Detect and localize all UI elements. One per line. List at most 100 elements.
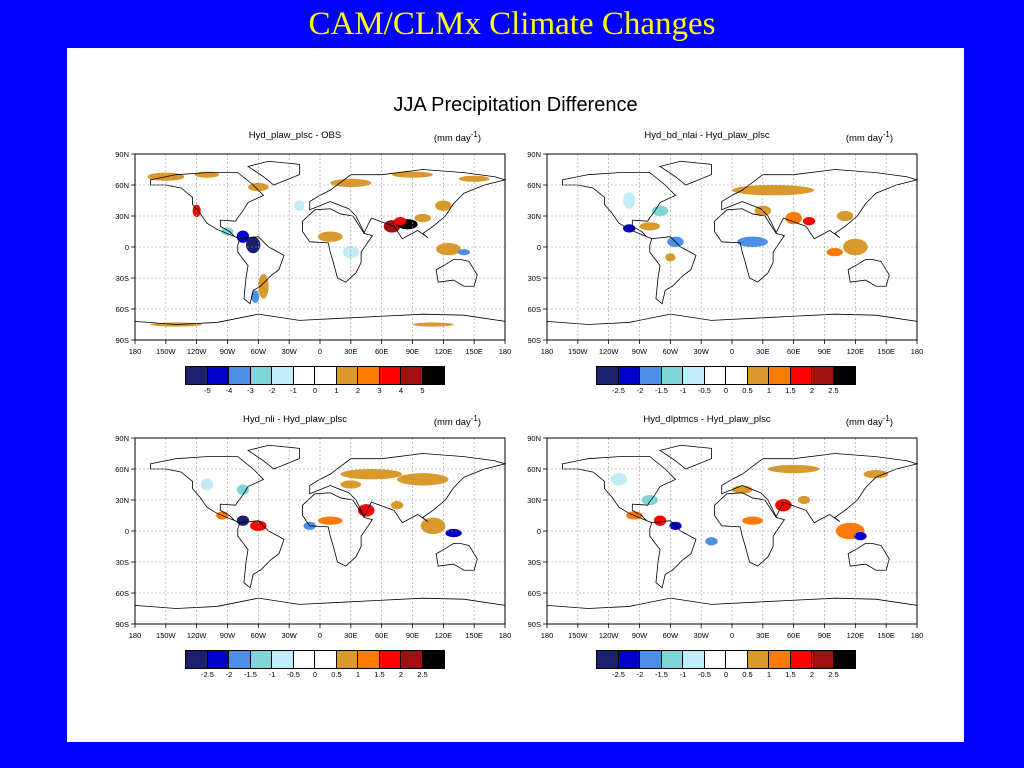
figure-title: JJA Precipitation Difference [393, 94, 638, 116]
colorbar-swatch [726, 651, 748, 668]
lon-label: 60E [787, 347, 800, 356]
lat-label: 90S [116, 620, 129, 629]
anomaly-region [340, 480, 362, 489]
coastline [435, 543, 478, 571]
colorbar-swatch [422, 367, 444, 384]
colorbar-swatch [790, 651, 812, 668]
colorbar-swatch [229, 367, 251, 384]
anomaly-region [665, 253, 676, 262]
colorbar-swatch [833, 367, 855, 384]
coastline [562, 456, 677, 524]
coastline [721, 453, 919, 524]
lon-label: 150E [465, 347, 483, 356]
colorbar-label: -2 [636, 386, 644, 395]
lon-label: 180 [911, 347, 924, 356]
colorbar-swatch [833, 651, 855, 668]
anomaly-region [435, 200, 452, 211]
colorbar-swatch [683, 651, 705, 668]
colorbar-label: 0 [723, 386, 729, 395]
lon-label: 180 [499, 347, 512, 356]
anomaly-region [767, 464, 820, 474]
anomaly-region [342, 245, 360, 259]
colorbar-label: 1 [766, 386, 772, 395]
colorbar-label: -1.5 [244, 670, 257, 679]
colorbar-swatch [401, 367, 423, 384]
lon-label: 90E [818, 347, 831, 356]
colorbar-swatch [358, 651, 380, 668]
anomaly-region [414, 213, 431, 223]
colorbar-swatch [207, 651, 229, 668]
lon-label: 0 [730, 631, 734, 640]
map-panel-2: Hyd_bd_nlai - Hyd_plaw_plsc (mm day-1) 9… [517, 130, 937, 384]
lat-label: 30S [116, 558, 129, 567]
colorbar-label: -4 [225, 386, 233, 395]
colorbar-swatch [293, 367, 315, 384]
anomaly-region [610, 473, 628, 486]
colorbar-swatch [812, 367, 834, 384]
colorbar-label: -0.5 [698, 386, 711, 395]
map-panel-4: Hyd_dlptmcs - Hyd_plaw_plsc (mm day-1) 9… [517, 414, 937, 668]
lon-label: 180 [541, 347, 554, 356]
anomaly-region [412, 322, 454, 327]
colorbar-swatch [272, 651, 294, 668]
anomaly-region [863, 470, 889, 479]
lon-label: 180 [129, 347, 142, 356]
colorbar-swatch [186, 367, 208, 384]
colorbar-label: -2 [268, 386, 276, 395]
colorbar-label: 0.5 [742, 386, 753, 395]
lon-label: 0 [730, 347, 734, 356]
lon-label: 90W [632, 347, 648, 356]
lon-label: 150W [568, 631, 589, 640]
colorbar-swatch [315, 651, 337, 668]
anomaly-region [854, 532, 867, 541]
lat-label: 60S [116, 589, 129, 598]
colorbar-label: 5 [420, 386, 425, 395]
colorbar-4: -2.5 -2 -1.5 -1 -0.5 0 0.5 1 1.5 2 2.5 [596, 650, 886, 680]
lat-label: 30N [527, 212, 541, 221]
lon-label: 60W [663, 631, 679, 640]
colorbar-swatch [315, 367, 337, 384]
colorbar-swatch [336, 651, 358, 668]
lon-label: 120E [435, 631, 453, 640]
colorbar-label: -3 [247, 386, 254, 395]
coastline [562, 172, 677, 240]
lat-label: 30S [528, 558, 541, 567]
colorbar-label: 1.5 [785, 670, 796, 679]
colorbar-label: -1 [268, 670, 276, 679]
colorbar-swatch [379, 651, 401, 668]
map-title: Hyd_nli - Hyd_plaw_plsc [242, 414, 348, 425]
lat-label: 0 [125, 527, 129, 536]
coastline [302, 492, 374, 567]
lat-label: 90S [528, 620, 541, 629]
colorbar-swatch [618, 367, 640, 384]
lat-label: 0 [537, 527, 541, 536]
lon-label: 60E [375, 347, 388, 356]
lon-label: 60W [251, 347, 267, 356]
colorbar-swatch [726, 367, 748, 384]
coastline [721, 169, 919, 240]
lon-label: 120W [599, 631, 620, 640]
lat-label: 90N [527, 434, 541, 443]
map-units: (mm day-1) [845, 130, 893, 145]
anomaly-region [826, 248, 843, 257]
lon-label: 180 [541, 631, 554, 640]
colorbar-swatch [790, 367, 812, 384]
lon-label: 30E [756, 347, 769, 356]
colorbar-swatch [379, 367, 401, 384]
colorbar-label: 2.5 [417, 670, 428, 679]
anomaly-region [317, 231, 343, 242]
anomaly-region [394, 217, 407, 226]
lon-label: 60W [663, 347, 679, 356]
colorbar-label: 1 [334, 386, 339, 395]
colorbar-label: 2.5 [828, 386, 839, 395]
colorbar-label: 2 [809, 386, 815, 395]
anomaly-region [390, 501, 404, 510]
lon-label: 90E [406, 631, 419, 640]
lat-label: 60S [528, 589, 541, 598]
colorbar-3: -2.5 -2 -1.5 -1 -0.5 0 0.5 1 1.5 2 2.5 [185, 650, 475, 680]
colorbar-label: 1.5 [374, 670, 385, 679]
colorbar-swatch [747, 651, 769, 668]
colorbar-swatch [336, 367, 358, 384]
